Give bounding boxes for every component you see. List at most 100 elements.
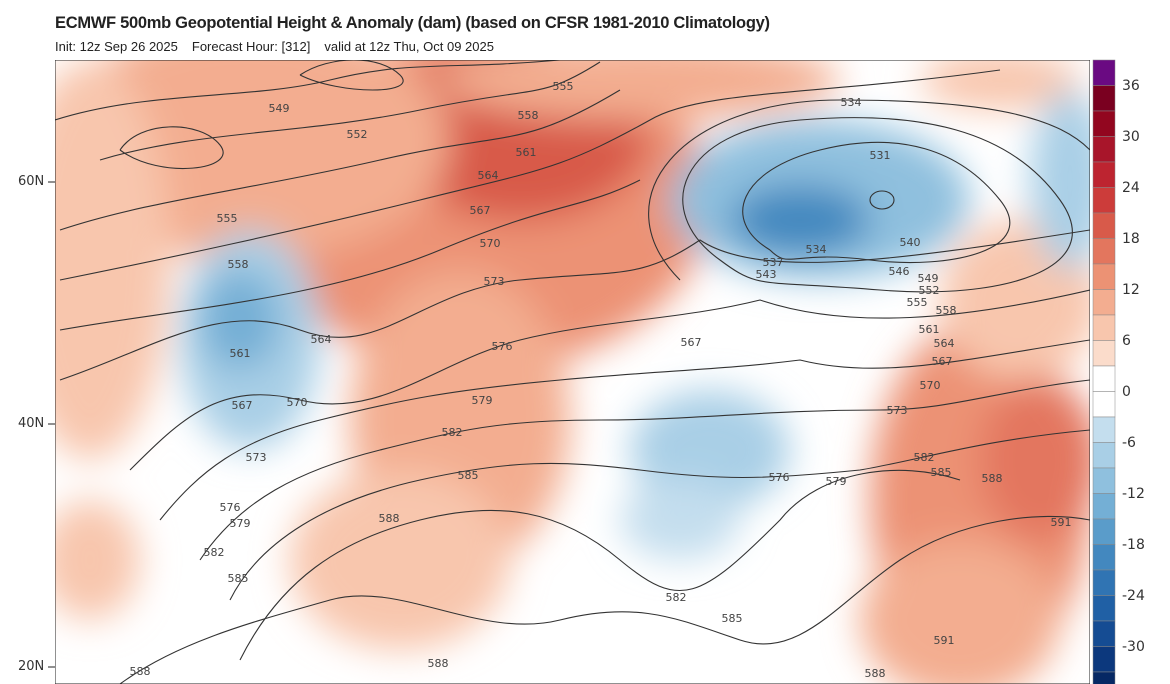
contour-label: 549 xyxy=(918,272,939,285)
contour-label: 552 xyxy=(347,128,368,141)
height-contour xyxy=(59,69,1001,281)
anomaly-region xyxy=(860,540,1060,684)
contour-label: 579 xyxy=(230,517,251,530)
contour-label: 555 xyxy=(907,296,928,309)
contour-label: 564 xyxy=(934,337,955,350)
colorbar-segment xyxy=(1092,263,1116,290)
contour-label: 546 xyxy=(889,265,910,278)
contour-label: 588 xyxy=(379,512,400,525)
contour-label: 582 xyxy=(442,426,463,439)
contour-label: 561 xyxy=(919,323,940,336)
anomaly-region xyxy=(630,390,790,510)
contour-label: 585 xyxy=(228,572,249,585)
colorbar-segment xyxy=(1092,671,1116,684)
colorbar-tick-label: -12 xyxy=(1122,486,1145,502)
contour-label: 573 xyxy=(246,451,267,464)
height-contour xyxy=(742,141,1011,264)
contour-label: 540 xyxy=(900,236,921,249)
colorbar-segment xyxy=(1092,161,1116,188)
colorbar-segment xyxy=(1092,212,1116,239)
contour-label: 570 xyxy=(920,379,941,392)
colorbar-segment xyxy=(1092,595,1116,622)
height-contour xyxy=(239,469,961,661)
colorbar-segment xyxy=(1092,544,1116,571)
contour-label: 588 xyxy=(428,657,449,670)
contour-label: 531 xyxy=(870,149,891,162)
contour-label: 561 xyxy=(516,146,537,159)
contour-label: 564 xyxy=(478,169,499,182)
colorbar-segment xyxy=(1092,467,1116,494)
colorbar-tick-label: -30 xyxy=(1122,639,1145,655)
colorbar-segment xyxy=(1092,365,1116,392)
contour-labels: 5495525555585615645675705735765795825855… xyxy=(130,80,1072,680)
colorbar-tick-label: -6 xyxy=(1122,435,1136,451)
contour-label: 561 xyxy=(230,347,251,360)
contour-label: 558 xyxy=(936,304,957,317)
anomaly-region xyxy=(730,185,870,255)
height-contour xyxy=(119,515,1090,684)
height-contours xyxy=(55,60,1090,684)
contour-label: 558 xyxy=(518,109,539,122)
contour-label: 552 xyxy=(919,284,940,297)
contour-label: 582 xyxy=(666,591,687,604)
height-contour xyxy=(159,339,1090,521)
colorbar-segment xyxy=(1092,646,1116,673)
contour-label: 567 xyxy=(932,355,953,368)
contour-label: 585 xyxy=(458,469,479,482)
colorbar-segment xyxy=(1092,238,1116,265)
colorbar-segment xyxy=(1092,110,1116,137)
colorbar-segment xyxy=(1092,620,1116,647)
contour-label: 585 xyxy=(931,466,952,479)
contour-label: 567 xyxy=(470,204,491,217)
height-contour xyxy=(59,179,641,331)
contour-label: 576 xyxy=(492,340,513,353)
contour-label: 537 xyxy=(763,256,784,269)
anomaly-shading xyxy=(55,60,1090,684)
contour-label: 576 xyxy=(220,501,241,514)
height-contour xyxy=(869,190,895,210)
height-contour xyxy=(99,61,601,161)
height-contour xyxy=(119,126,224,169)
contour-label: 582 xyxy=(914,451,935,464)
colorbar-tick-label: 18 xyxy=(1122,231,1140,247)
colorbar-tick-label: -18 xyxy=(1122,537,1145,553)
anomaly-region xyxy=(440,60,840,120)
lat-label-40n: 40N xyxy=(18,416,45,431)
chart-subtitle: Init: 12z Sep 26 2025 Forecast Hour: [312… xyxy=(55,39,508,54)
colorbar-segment xyxy=(1092,493,1116,520)
contour-label: 543 xyxy=(756,268,777,281)
contour-label: 567 xyxy=(681,336,702,349)
colorbar-segment xyxy=(1092,136,1116,163)
chart-title: ECMWF 500mb Geopotential Height & Anomal… xyxy=(55,14,770,32)
colorbar-tick-label: 24 xyxy=(1122,180,1140,196)
contour-label: 573 xyxy=(484,275,505,288)
colorbar-segment xyxy=(1092,187,1116,214)
contour-label: 579 xyxy=(826,475,847,488)
height-contour xyxy=(648,99,1090,281)
contour-label: 564 xyxy=(311,333,332,346)
contour-label: 588 xyxy=(982,472,1003,485)
lat-label-60n: 60N xyxy=(18,174,45,189)
anomaly-region xyxy=(620,480,740,560)
colorbar-tick-label: 12 xyxy=(1122,282,1140,298)
height-contour xyxy=(682,117,1073,293)
anomaly-region xyxy=(920,60,1080,110)
colorbar-segment xyxy=(1092,85,1116,112)
height-contour xyxy=(229,429,1090,601)
anomaly-region xyxy=(55,500,140,620)
colorbar-tick-label: 36 xyxy=(1122,78,1140,94)
valid-time: valid at 12z Thu, Oct 09 2025 xyxy=(324,39,494,54)
contour-label: 588 xyxy=(130,665,151,678)
colorbar-segment xyxy=(1092,569,1116,596)
colorbar-segment xyxy=(1092,289,1116,316)
anomaly-region xyxy=(55,60,170,460)
contour-label: 534 xyxy=(806,243,827,256)
contour-label: 582 xyxy=(204,546,225,559)
contour-label: 549 xyxy=(269,102,290,115)
anomaly-region xyxy=(200,270,280,370)
contour-label: 585 xyxy=(722,612,743,625)
colorbar-tick-label: 0 xyxy=(1122,384,1131,400)
contour-label: 591 xyxy=(1051,516,1072,529)
colorbar-tick-label: 6 xyxy=(1122,333,1131,349)
colorbar-tick-label: -24 xyxy=(1122,588,1145,604)
